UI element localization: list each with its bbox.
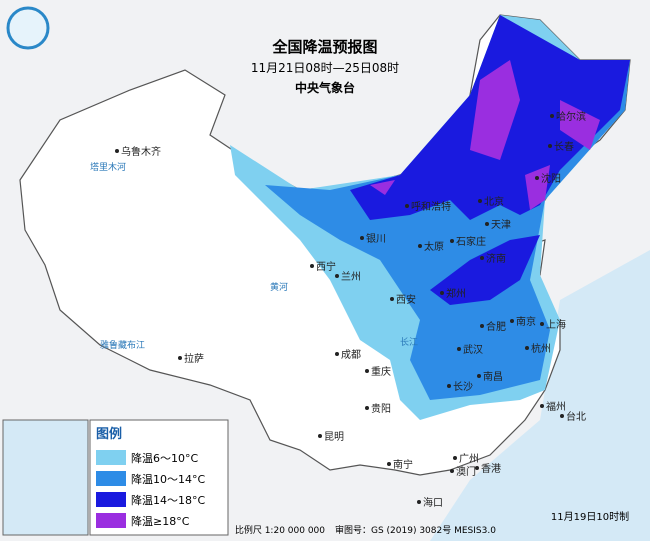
city-label: 济南	[486, 252, 506, 265]
inset-map	[2, 419, 89, 536]
city-label: 昆明	[324, 431, 344, 443]
city-dot	[540, 404, 544, 408]
city-label: 沈阳	[541, 172, 561, 185]
city-dot	[447, 384, 451, 388]
city-label: 银川	[366, 232, 386, 245]
legend-swatch	[96, 513, 126, 528]
title: 全国降温预报图	[271, 38, 377, 56]
city-label: 重庆	[371, 365, 391, 378]
subtitle: 11月21日08时—25日08时	[251, 61, 399, 75]
city-label: 郑州	[446, 287, 466, 300]
city-dot	[390, 297, 394, 301]
city-dot	[418, 244, 422, 248]
zone-14-18	[430, 235, 540, 305]
city-label: 天津	[491, 219, 511, 231]
legend-label: 降温14～18°C	[131, 493, 205, 507]
city-label: 哈尔滨	[556, 110, 586, 123]
legend-label: 降温10～14°C	[131, 472, 205, 486]
city-dot	[548, 144, 552, 148]
legend-label: 降温≥18°C	[131, 514, 190, 528]
city-dot	[318, 434, 322, 438]
legend-label: 降温6～10°C	[131, 451, 198, 465]
city-dot	[475, 466, 479, 470]
city-dot	[360, 236, 364, 240]
city-label: 太原	[424, 240, 444, 253]
river-label: 塔里木河	[90, 161, 126, 173]
city-label: 澳门	[456, 465, 476, 478]
issued-time: 11月19日10时制	[551, 510, 629, 523]
city-dot	[540, 322, 544, 326]
agency: 中央气象台	[295, 80, 355, 95]
city-dot	[387, 462, 391, 466]
city-label: 台北	[566, 410, 586, 423]
river-label: 长江	[400, 336, 418, 348]
city-label: 海口	[423, 496, 443, 509]
city-dot	[115, 149, 119, 153]
city-dot	[335, 352, 339, 356]
city-label: 南宁	[393, 458, 413, 471]
city-label: 拉萨	[184, 352, 204, 365]
city-dot	[477, 374, 481, 378]
city-label: 上海	[546, 318, 566, 331]
city-label: 乌鲁木齐	[121, 145, 161, 158]
legend-swatch	[96, 450, 126, 465]
city-label: 北京	[484, 195, 504, 208]
city-dot	[365, 406, 369, 410]
city-dot	[405, 204, 409, 208]
city-dot	[535, 176, 539, 180]
city-dot	[560, 414, 564, 418]
city-label: 广州	[459, 453, 479, 465]
city-dot	[550, 114, 554, 118]
city-label: 合肥	[486, 320, 506, 333]
legend-title: 图例	[96, 426, 122, 442]
city-label: 武汉	[463, 343, 483, 356]
city-label: 南京	[516, 315, 536, 328]
city-label: 贵阳	[371, 402, 391, 415]
city-dot	[450, 469, 454, 473]
city-dot	[525, 346, 529, 350]
city-label: 西安	[396, 293, 416, 306]
zone-18-plus	[370, 60, 600, 210]
city-dot	[480, 256, 484, 260]
city-dot	[457, 347, 461, 351]
city-dot	[480, 324, 484, 328]
city-dot	[510, 319, 514, 323]
city-label: 石家庄	[456, 235, 486, 248]
city-label: 香港	[481, 463, 501, 475]
river-label: 黄河	[270, 281, 288, 293]
city-dot	[440, 291, 444, 295]
city-dot	[178, 356, 182, 360]
city-label: 呼和浩特	[411, 201, 451, 213]
city-dot	[478, 199, 482, 203]
city-dot	[485, 222, 489, 226]
city-label: 兰州	[341, 270, 361, 283]
review-number: 审图号：GS (2019) 3082号 MESIS3.0	[335, 524, 496, 536]
city-dot	[450, 239, 454, 243]
city-dot	[335, 274, 339, 278]
logo	[6, 6, 50, 50]
city-dot	[453, 456, 457, 460]
legend-swatch	[96, 471, 126, 486]
city-label: 长春	[554, 141, 574, 153]
river-label: 雅鲁藏布江	[100, 339, 145, 351]
sea	[430, 250, 650, 541]
city-dot	[310, 264, 314, 268]
city-label: 福州	[546, 400, 566, 413]
legend-swatch	[96, 492, 126, 507]
scale: 比例尺 1:20 000 000	[235, 524, 325, 536]
city-label: 西宁	[316, 260, 336, 273]
city-label: 南昌	[483, 370, 503, 383]
city-label: 杭州	[531, 342, 551, 355]
city-label: 长沙	[453, 381, 473, 393]
city-dot	[417, 500, 421, 504]
city-dot	[365, 369, 369, 373]
city-label: 成都	[341, 349, 361, 361]
